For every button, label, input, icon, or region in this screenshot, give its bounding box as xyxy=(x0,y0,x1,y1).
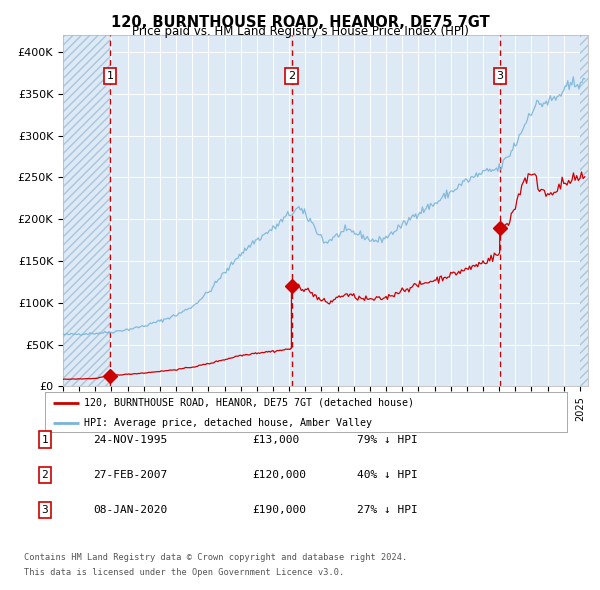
Text: 120, BURNTHOUSE ROAD, HEANOR, DE75 7GT: 120, BURNTHOUSE ROAD, HEANOR, DE75 7GT xyxy=(110,15,490,30)
Text: Price paid vs. HM Land Registry's House Price Index (HPI): Price paid vs. HM Land Registry's House … xyxy=(131,25,469,38)
Text: 08-JAN-2020: 08-JAN-2020 xyxy=(93,506,167,515)
Text: Contains HM Land Registry data © Crown copyright and database right 2024.: Contains HM Land Registry data © Crown c… xyxy=(24,553,407,562)
Text: £190,000: £190,000 xyxy=(252,506,306,515)
Bar xyxy=(63,35,110,386)
Text: £13,000: £13,000 xyxy=(252,435,299,444)
Text: 120, BURNTHOUSE ROAD, HEANOR, DE75 7GT (detached house): 120, BURNTHOUSE ROAD, HEANOR, DE75 7GT (… xyxy=(84,398,414,408)
Text: This data is licensed under the Open Government Licence v3.0.: This data is licensed under the Open Gov… xyxy=(24,568,344,577)
Text: 40% ↓ HPI: 40% ↓ HPI xyxy=(357,470,418,480)
Text: 27-FEB-2007: 27-FEB-2007 xyxy=(93,470,167,480)
Text: £120,000: £120,000 xyxy=(252,470,306,480)
Text: 24-NOV-1995: 24-NOV-1995 xyxy=(93,435,167,444)
Text: 3: 3 xyxy=(496,71,503,81)
Text: 2: 2 xyxy=(41,470,49,480)
Text: 2: 2 xyxy=(288,71,295,81)
Text: 27% ↓ HPI: 27% ↓ HPI xyxy=(357,506,418,515)
Bar xyxy=(580,35,588,386)
Text: 1: 1 xyxy=(106,71,113,81)
Text: 3: 3 xyxy=(41,506,49,515)
Text: HPI: Average price, detached house, Amber Valley: HPI: Average price, detached house, Ambe… xyxy=(84,418,372,428)
Text: 79% ↓ HPI: 79% ↓ HPI xyxy=(357,435,418,444)
Text: 1: 1 xyxy=(41,435,49,444)
